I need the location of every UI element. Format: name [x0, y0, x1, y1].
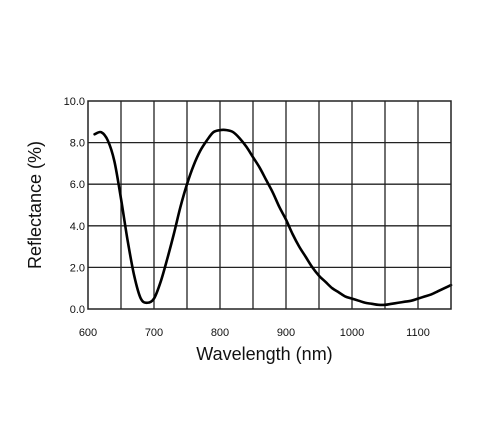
x-tick-label: 1000: [340, 327, 364, 339]
y-tick-label: 6.0: [70, 179, 85, 191]
y-tick-label: 0.0: [70, 304, 85, 316]
y-tick-label: 2.0: [70, 262, 85, 274]
y-tick-label: 10.0: [64, 96, 85, 108]
x-tick-labels: 600 700 800 900 1000 1100: [79, 327, 430, 339]
x-tick-label: 700: [145, 327, 163, 339]
plot-frame: [87, 100, 452, 310]
y-axis-title: Reflectance (%): [25, 141, 45, 269]
y-tick-labels: 0.0 2.0 4.0 6.0 8.0 10.0: [64, 96, 85, 316]
series-layer: [93, 128, 453, 307]
grid: [88, 101, 451, 309]
x-tick-label: 1100: [406, 327, 430, 339]
x-tick-label: 800: [211, 327, 229, 339]
x-axis-title: Wavelength (nm): [196, 344, 332, 364]
y-tick-label: 8.0: [70, 138, 85, 150]
x-tick-label: 600: [79, 327, 97, 339]
x-tick-label: 900: [277, 327, 295, 339]
reflectance-series-line: [93, 128, 453, 307]
y-tick-label: 4.0: [70, 221, 85, 233]
